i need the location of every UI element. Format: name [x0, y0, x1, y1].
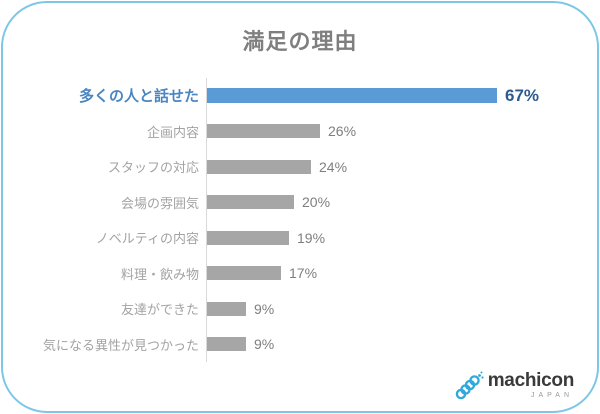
bar-track: 9% — [206, 291, 580, 327]
streamer-coil-icon — [455, 371, 484, 400]
bar-track: 26% — [206, 113, 580, 149]
bar — [207, 195, 294, 210]
category-label: 友達ができた — [120, 302, 199, 318]
value-label: 26% — [328, 123, 357, 140]
category-label: ノベルティの内容 — [95, 231, 199, 247]
chart-title: 満足の理由 — [242, 29, 358, 54]
value-label: 17% — [289, 265, 318, 282]
bar-track: 24% — [206, 149, 580, 185]
bar-row: 気になる異性が見つかった 9% — [20, 326, 580, 362]
value-label: 9% — [254, 336, 275, 353]
value-label: 9% — [254, 300, 275, 317]
category-label: 気になる異性が見つかった — [42, 337, 199, 353]
category-label: 料理・飲み物 — [120, 266, 199, 282]
logo-wordmark: machicon — [487, 370, 575, 391]
bar-rows: 多くの人と話せた 67% 企画内容 26% スタッフの対応 24% 会場の雰囲気… — [20, 78, 580, 362]
machicon-logo: machicon JAPAN — [454, 368, 574, 402]
category-label: スタッフの対応 — [107, 160, 199, 176]
bar — [207, 266, 281, 281]
bar-row: スタッフの対応 24% — [20, 149, 580, 185]
bar-track: 17% — [206, 255, 580, 291]
bar-row: ノベルティの内容 19% — [20, 220, 580, 256]
bar — [207, 88, 497, 104]
bar-row: 企画内容 26% — [20, 113, 580, 149]
bar — [207, 124, 320, 139]
value-label: 67% — [505, 85, 540, 105]
bar — [207, 230, 289, 245]
bar-row: 友達ができた 9% — [20, 291, 580, 327]
bar-track: 67% — [206, 78, 580, 114]
logo-subtext: JAPAN — [530, 392, 573, 399]
bar-track: 9% — [206, 326, 580, 362]
bar — [207, 159, 311, 174]
bar-row: 会場の雰囲気 20% — [20, 184, 580, 220]
value-label: 24% — [319, 158, 348, 175]
bar-row: 多くの人と話せた 67% — [20, 78, 580, 114]
logo-text: machicon JAPAN — [487, 370, 575, 399]
bar-track: 20% — [206, 184, 580, 220]
value-label: 19% — [297, 229, 326, 246]
bar — [207, 337, 246, 352]
value-label: 20% — [302, 194, 331, 211]
bar-track: 19% — [206, 220, 580, 256]
category-label: 企画内容 — [146, 124, 199, 140]
bar — [207, 301, 246, 316]
bar-row: 料理・飲み物 17% — [20, 255, 580, 291]
category-label: 会場の雰囲気 — [120, 195, 199, 211]
category-label: 多くの人と話せた — [78, 88, 199, 106]
